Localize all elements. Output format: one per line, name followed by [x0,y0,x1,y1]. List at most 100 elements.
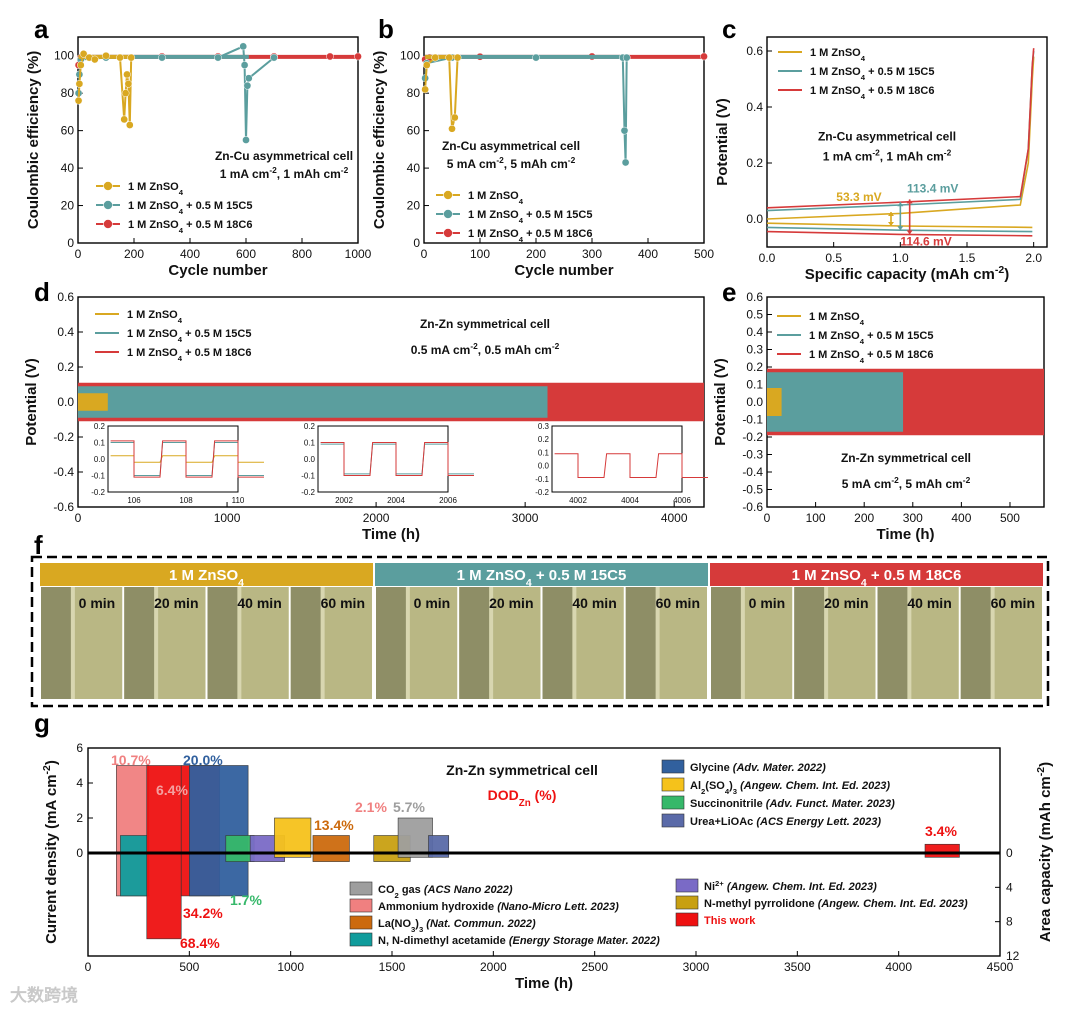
legend-label: 1 M ZnSO4 + 0.5 M 15C5 [127,328,251,344]
group-header-label: 1 M ZnSO4 + 0.5 M 15C5 [457,567,627,589]
legend-label: 1 M ZnSO4 + 0.5 M 15C5 [468,209,592,225]
panel-f: f 1 M ZnSO4 0 min 20 min 40 min 60 min 1 M ZnS… [30,530,1050,708]
data-point [125,121,134,129]
dod-label: 2.1% [355,799,387,815]
x-axis-label: Time (h) [362,526,420,543]
y-tick-label: 0.4 [746,100,763,114]
data-point [700,52,708,61]
x-tick-label: 400 [951,511,971,525]
y-tick-label: 40 [61,161,75,175]
chart-subtitle: 1 mA cm-2, 1 mAh cm-2 [220,165,349,181]
y-tick-label: 6 [76,741,83,755]
dod-label: 3.4% [925,823,957,839]
data-point [326,52,334,61]
data-point [76,61,85,69]
micrograph-electrode [290,587,322,699]
legend-marker [103,219,113,229]
group-header-label: 1 M ZnSO4 + 0.5 M 18C6 [792,567,962,589]
inset-x-tick: 2002 [335,496,353,505]
y-tick-right-label: 12 [1006,949,1020,963]
legend-label: N, N-dimethyl acetamide (Energy Storage … [378,935,660,947]
axes-a: 0 200 400 600 800 1000 0 20 40 60 80 100 Cycle numbe… [25,36,372,279]
x-tick-label: 2.0 [1025,251,1042,265]
inset-x-tick: 106 [127,496,141,505]
inset-y-tick: 0.1 [538,448,550,457]
legend-label: Ammonium hydroxide (Nano-Micro Lett. 202… [378,901,619,913]
micrograph-electrode [542,587,574,699]
legend-marker [103,181,113,191]
x-axis-label: Specific capacity (mAh cm-2) [805,264,1009,283]
x-tick-label: 0.5 [825,251,842,265]
x-tick-label: 200 [854,511,874,525]
inset-y-tick: 0.1 [304,439,316,448]
data-point [240,61,249,69]
legend-label: 1 M ZnSO4 + 0.5 M 15C5 [809,330,933,346]
group-header [375,563,708,586]
y-tick-label: 20 [61,199,75,213]
y-tick-label: 0.4 [746,325,763,339]
x-tick-label: 500 [1000,511,1020,525]
panel-letter: e [722,277,736,307]
micrograph-edge [572,587,577,699]
arrow-head [888,222,894,226]
x-tick-label: 1.5 [959,251,976,265]
inset-y-tick: -0.2 [91,488,105,497]
arrow-head [897,226,904,231]
micrograph-edge [824,587,829,699]
time-label: 60 min [656,595,700,611]
x-tick-label: 500 [179,960,199,974]
legend-swatch [675,912,699,927]
micrograph-edge [405,587,410,699]
y-tick-label: 0.1 [746,378,763,392]
data-point [90,55,99,64]
y-tick-label: 40 [407,161,421,175]
data-point [120,115,129,124]
axes-d: 0 1000 2000 3000 4000 -0.6 -0.4 -0.2 0.0 0.2 0.4 0.… [23,290,705,543]
y-tick-label: -0.2 [742,430,763,444]
x-axis-label: Cycle number [168,262,267,279]
x-axis-label: Time (h) [515,975,573,992]
time-label: 0 min [414,595,451,611]
y-tick-label: -0.4 [53,465,74,479]
legend-swatch [661,795,685,810]
inset-y-tick: -0.1 [91,472,105,481]
y-tick-label: 0.2 [746,360,763,374]
data-point [354,52,362,61]
data-point [244,74,253,83]
inset-x-tick: 110 [232,496,245,505]
legend-label: La(NO3)3 (Nat. Commun. 2022) [378,918,536,934]
y-tick-label: 0.6 [57,290,74,304]
annotation-znso4: 53.3 mV [836,190,881,204]
dashed-frame [30,555,1050,708]
y-tick-right-label: 4 [1006,880,1013,894]
legend-swatch [675,878,699,893]
time-label: 40 min [907,595,951,611]
micrograph-edge [154,587,159,699]
legend-swatch [661,759,685,774]
time-label: 0 min [749,595,786,611]
group-header-label: 1 M ZnSO4 [169,567,244,589]
y-tick-label: 0.0 [746,395,763,409]
dod-label: 20.0% [183,752,223,768]
voltage-band [78,386,548,418]
y-axis-right-label: Area capacity (mAh cm-2) [1035,762,1054,942]
legend-swatch [675,895,699,910]
legend-marker [443,228,453,238]
micrograph-edge [489,587,494,699]
watermark: 大数跨境 [10,985,78,1005]
legend-label: 1 M ZnSO4 + 0.5 M 18C6 [468,228,592,244]
panel-letter: f [34,530,43,560]
dod-label: 68.4% [180,935,220,951]
inset-y-tick: 0.3 [538,422,550,431]
bar-current [274,817,312,854]
inset-y-tick: 0.0 [304,455,316,464]
x-tick-label: 400 [638,247,658,261]
dod-label: 13.4% [314,817,354,833]
series-line [77,52,133,126]
data-point [127,53,136,62]
y-tick-label: -0.4 [742,465,763,479]
chart-subtitle: 0.5 mA cm-2, 0.5 mAh cm-2 [411,341,560,357]
chart-title: Zn-Zn symmetrical cell [841,451,971,465]
y-tick-label: 80 [61,86,75,100]
panel-letter: a [34,14,49,44]
